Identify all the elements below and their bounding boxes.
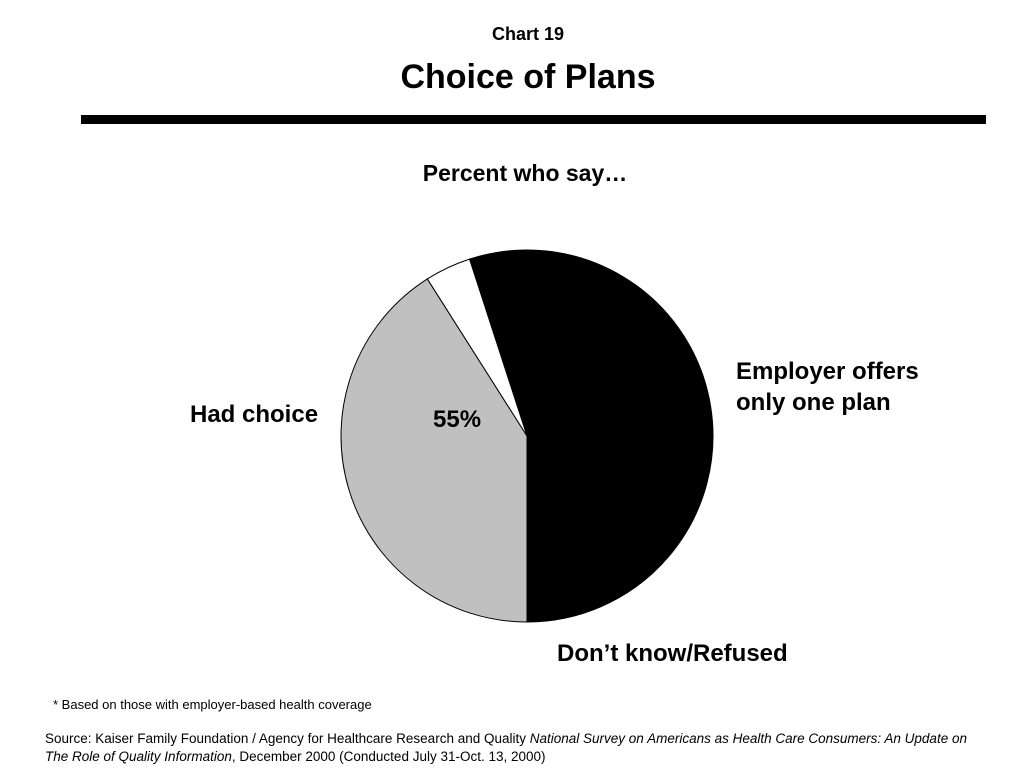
slice-label-dont-know: 4% <box>529 584 564 611</box>
callout-employer-offers: Employer offers only one plan <box>736 356 919 418</box>
source-citation: Source: Kaiser Family Foundation / Agenc… <box>45 730 985 766</box>
pie-slice-dont-know <box>426 258 528 437</box>
slice-label-employer: 41% <box>592 427 641 454</box>
source-prefix: Source: Kaiser Family Foundation / Agenc… <box>45 731 530 746</box>
callout-dont-know: Don’t know/Refused <box>557 640 788 667</box>
footnote: * Based on those with employer-based hea… <box>53 697 372 712</box>
chart-subtitle: Percent who say… <box>422 160 628 186</box>
page-title: Choice of Plans <box>400 58 656 96</box>
pie-slice-had-choice <box>468 249 714 623</box>
slice-label-had-choice: 55% <box>433 406 482 433</box>
callout-employer-line2: only one plan <box>736 389 891 416</box>
pie-slice-employer-offers <box>340 278 528 623</box>
title-divider <box>81 115 986 124</box>
callout-employer-line1: Employer offers <box>736 358 919 385</box>
callout-had-choice: Had choice <box>190 401 319 428</box>
source-suffix: , December 2000 (Conducted July 31-Oct. … <box>231 749 546 764</box>
source-survey-title: National Survey on Americans as Health C… <box>45 731 967 764</box>
chart-number: Chart 19 <box>491 24 565 44</box>
